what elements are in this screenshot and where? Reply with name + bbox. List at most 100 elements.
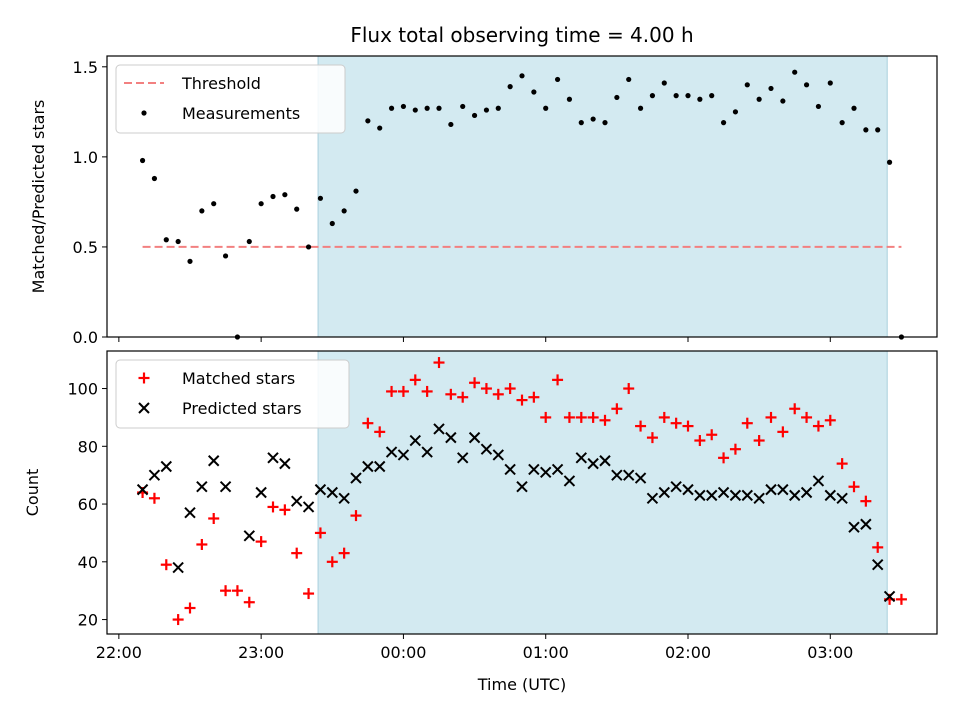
legend-entry: Predicted stars	[138, 399, 302, 418]
point-predicted-stars	[433, 423, 445, 435]
point-predicted-stars	[587, 457, 599, 470]
point-matched-stars	[243, 596, 255, 608]
point-matched-stars	[801, 411, 813, 423]
panel-2: 20 40 60 80 100 22:00 23:00 00:00 01:00 02:00 03:0…	[23, 350, 938, 694]
point-matched-stars	[386, 385, 398, 397]
point-predicted-stars	[860, 518, 872, 530]
point-matched-stars	[255, 536, 267, 548]
point-predicted-stars	[184, 507, 196, 519]
point-matched-stars	[599, 414, 611, 426]
point-predicted-stars	[658, 486, 670, 499]
point-predicted-stars	[492, 449, 504, 461]
point-matched-stars	[646, 432, 658, 444]
point-predicted-stars	[148, 469, 161, 481]
point-predicted-stars	[646, 492, 659, 504]
point-predicted-stars	[291, 495, 303, 507]
point-matched-stars	[303, 588, 315, 600]
point-predicted-stars	[374, 460, 386, 473]
point-matched-stars	[528, 391, 540, 403]
point-measurements	[460, 103, 466, 110]
point-predicted-stars	[717, 486, 730, 499]
point-measurements	[839, 120, 845, 126]
point-predicted-stars	[528, 463, 540, 476]
point-measurements	[863, 127, 869, 133]
point-predicted-stars	[314, 483, 327, 496]
point-matched-stars	[872, 541, 884, 553]
point-measurements	[886, 159, 893, 165]
point-matched-stars	[231, 585, 243, 597]
point-matched-stars	[480, 383, 492, 395]
shaded-region	[318, 56, 888, 337]
point-measurements	[673, 93, 679, 99]
point-predicted-stars	[611, 469, 623, 481]
point-measurements	[543, 105, 549, 111]
point-measurements	[495, 105, 501, 111]
point-measurements	[768, 85, 774, 92]
point-predicted-stars	[741, 489, 753, 502]
point-measurements	[294, 206, 300, 212]
point-predicted-stars	[255, 486, 267, 499]
point-predicted-stars	[551, 463, 564, 476]
point-predicted-stars	[812, 475, 825, 487]
plot-frame	[106, 55, 938, 338]
point-matched-stars	[362, 417, 374, 429]
x-axis-label: Time (UTC)	[477, 675, 566, 694]
point-matched-stars	[433, 357, 445, 369]
point-matched-stars	[160, 559, 172, 571]
y-tick-label: 0.0	[73, 328, 98, 347]
point-measurements	[780, 98, 786, 104]
point-matched-stars	[682, 420, 694, 432]
point-measurements	[246, 238, 252, 245]
point-matched-stars	[314, 527, 326, 539]
point-predicted-stars	[338, 492, 350, 504]
point-measurements	[483, 107, 490, 113]
point-matched-stars	[184, 602, 196, 614]
point-measurements	[163, 237, 169, 243]
point-predicted-stars	[848, 521, 860, 533]
point-matched-stars	[492, 388, 504, 400]
point-measurements	[365, 118, 371, 124]
x-tick-label: 00:00	[380, 643, 426, 662]
point-matched-stars	[670, 417, 682, 429]
point-measurements	[424, 105, 430, 111]
point-measurements	[626, 76, 632, 83]
point-matched-stars	[220, 585, 232, 597]
point-measurements	[815, 103, 822, 110]
point-predicted-stars	[480, 443, 493, 455]
point-measurements	[187, 258, 193, 264]
point-predicted-stars	[883, 590, 896, 603]
data-points	[139, 69, 905, 340]
plot-frame	[106, 350, 938, 635]
legend-entry: Matched stars	[138, 369, 295, 388]
point-measurements	[353, 188, 359, 194]
point-predicted-stars	[670, 481, 682, 493]
point-matched-stars	[848, 481, 860, 493]
point-measurements	[578, 120, 584, 126]
point-measurements	[602, 120, 608, 126]
point-predicted-stars	[836, 492, 848, 504]
point-measurements	[211, 201, 217, 207]
legend-label: Measurements	[182, 104, 300, 123]
point-matched-stars	[635, 420, 647, 432]
point-matched-stars	[623, 383, 635, 395]
legend-label: Predicted stars	[182, 399, 302, 418]
point-matched-stars	[587, 411, 599, 423]
point-predicted-stars	[729, 489, 742, 502]
point-matched-stars	[765, 411, 777, 423]
point-measurements	[388, 105, 395, 111]
point-measurements	[151, 175, 158, 182]
legend-box	[115, 64, 346, 134]
point-measurements	[258, 201, 264, 207]
y-axis-label: Matched/Predicted stars	[29, 100, 48, 294]
point-predicted-stars	[789, 489, 801, 502]
point-predicted-stars	[516, 481, 528, 493]
point-measurements	[875, 127, 881, 133]
point-measurements	[341, 208, 347, 214]
point-measurements	[661, 80, 667, 86]
point-matched-stars	[397, 385, 409, 397]
y-tick-label: 40	[78, 553, 98, 572]
point-measurements	[732, 109, 739, 115]
point-predicted-stars	[172, 561, 184, 574]
point-matched-stars	[504, 383, 516, 395]
point-matched-stars	[836, 458, 848, 470]
